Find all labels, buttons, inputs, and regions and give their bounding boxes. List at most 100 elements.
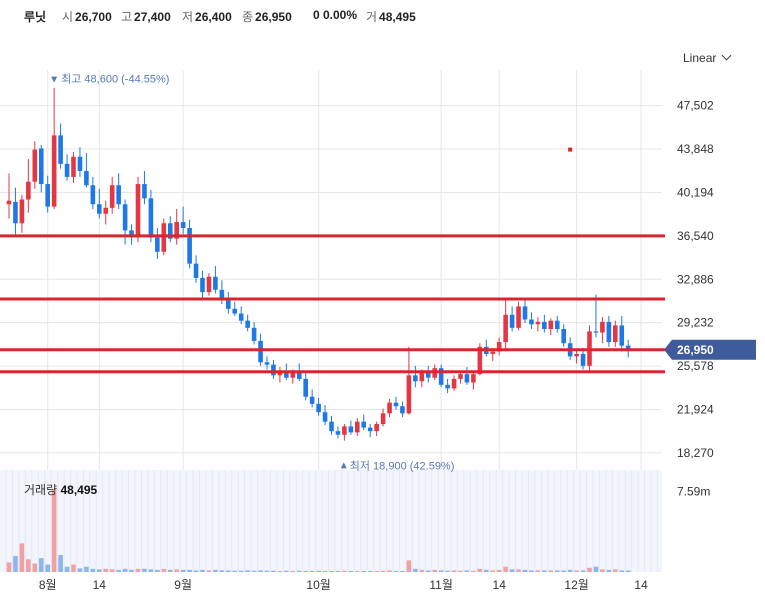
candle-body: [496, 342, 502, 352]
candle-body: [129, 230, 134, 238]
volume-bar: [593, 566, 599, 572]
date-tick-label: 9월: [174, 578, 192, 592]
volume-bar: [251, 570, 257, 572]
candle-body: [503, 314, 508, 343]
candle-body: [90, 185, 96, 205]
candle-body: [322, 412, 328, 422]
volume-bar: [400, 570, 405, 572]
candle-body: [174, 222, 179, 239]
low-marker-icon: [340, 462, 347, 469]
volume-bar: [213, 569, 218, 572]
volume-bar: [509, 569, 515, 572]
price-change-pct: 0.00%: [323, 8, 358, 22]
volume-bar: [180, 569, 186, 572]
candle-body: [206, 276, 212, 293]
volume-bar: [355, 570, 360, 572]
candle-body: [490, 351, 496, 354]
volume-bar: [90, 568, 96, 572]
high-price: 고 27,400: [121, 10, 171, 24]
candle-body: [606, 321, 612, 343]
candle-body: [380, 413, 386, 425]
candle-body: [477, 346, 483, 375]
volume-bar: [245, 570, 250, 572]
candle-body: [193, 263, 199, 278]
candle-body: [348, 426, 354, 433]
volume-bar: [167, 569, 173, 572]
volume-bar: [135, 568, 141, 572]
volume-bar: [606, 569, 612, 572]
date-tick-label: 14: [93, 578, 107, 592]
volume-bars: [6, 489, 631, 572]
volume-bar: [84, 566, 89, 572]
candle-body: [619, 325, 625, 346]
candle-body: [251, 327, 257, 341]
candle-body: [26, 181, 31, 200]
volume-bar: [329, 570, 334, 572]
candle-body: [226, 299, 231, 309]
volume-bar: [542, 570, 547, 572]
candle-body: [425, 372, 431, 378]
candle-body: [516, 306, 521, 328]
volume-bar: [600, 569, 605, 572]
candle-body: [32, 149, 38, 182]
candle-body: [438, 368, 444, 385]
volume-bar: [51, 489, 57, 572]
volume-bar: [413, 568, 418, 572]
date-tick-label: 12월: [564, 578, 588, 592]
candle-body: [109, 185, 115, 208]
candle-body: [554, 320, 560, 329]
candle-body: [400, 406, 405, 414]
volume-bar: [200, 569, 205, 572]
high-marker-icon: [51, 76, 58, 83]
price-change: 0: [313, 8, 320, 22]
candle-body: [593, 331, 599, 333]
volume-bar: [316, 570, 321, 572]
volume-bar: [6, 562, 12, 572]
volume-bar: [309, 570, 315, 572]
date-axis: 8월 14 9월 10월 11월 14 12월 14: [39, 578, 648, 592]
candle-body: [264, 362, 270, 365]
price-tick-label: 40,194: [677, 185, 714, 199]
volume-bar: [19, 543, 25, 572]
volume-bar: [387, 570, 392, 572]
volume-bar: [71, 564, 76, 572]
volume-bar: [258, 570, 263, 572]
chart-marks: 최고 48,600 (-44.55%) 최저 18,900 (42.59%): [51, 73, 573, 472]
volume-bar: [64, 566, 70, 572]
volume-bar: [284, 570, 289, 572]
volume-bar: [161, 568, 167, 572]
volume-bar: [155, 569, 160, 572]
volume-bar: [406, 560, 412, 572]
price-axis: 47,502 43,848 40,194 36,540 32,886 29,232 25,5…: [664, 99, 756, 498]
candle-body: [219, 289, 225, 300]
candle-body: [535, 321, 541, 325]
price-header: 루닛 시 26,700 고 27,400 저 26,400 종 26,950 0 0.0…: [0, 0, 765, 32]
candle-body: [258, 340, 263, 363]
candle-body: [413, 375, 418, 382]
volume-bar: [122, 568, 128, 572]
volume-bar: [232, 570, 238, 572]
candle-body: [445, 384, 450, 389]
volume-bar: [490, 570, 496, 572]
candle-body: [374, 424, 379, 432]
candle-body: [296, 372, 302, 379]
candle-body: [529, 319, 534, 325]
candle-body: [303, 378, 308, 397]
volume-bar: [522, 569, 528, 572]
volume-bar: [322, 570, 328, 572]
candle-body: [116, 185, 121, 205]
support-resistance-lines: [0, 234, 665, 374]
candle-body: [367, 427, 373, 432]
scale-dropdown[interactable]: Linear: [683, 50, 732, 65]
candle-body: [84, 170, 89, 186]
candle-body: [625, 345, 631, 350]
volume-bar: [393, 570, 399, 572]
volume-bar: [529, 570, 534, 572]
candle-body: [155, 237, 160, 252]
candle-body: [329, 421, 334, 432]
candles: [6, 87, 631, 441]
volume-bar: [496, 569, 502, 572]
volume-bar: [264, 570, 270, 572]
candle-body: [600, 321, 605, 333]
